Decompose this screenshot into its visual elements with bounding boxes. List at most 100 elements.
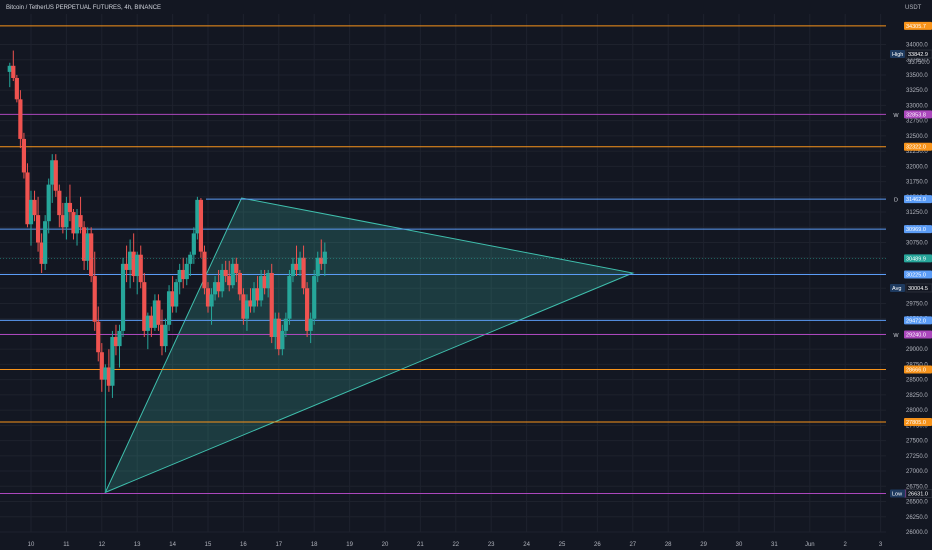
level-badge-bg — [904, 270, 932, 279]
candle-body — [14, 77, 19, 100]
candle — [269, 263, 274, 344]
x-tick-label: 12 — [98, 542, 105, 548]
level-badge: 29472.0 — [904, 316, 932, 325]
level-badge-bg — [904, 195, 932, 204]
candle-body — [92, 276, 97, 322]
candle — [156, 294, 161, 331]
level-badge-bg — [904, 365, 932, 374]
candle — [315, 251, 320, 283]
candle-body — [269, 273, 274, 337]
level-badge: 31462.0 D — [894, 195, 932, 204]
candle-body — [113, 336, 119, 347]
candle — [71, 209, 76, 240]
candle-body — [99, 352, 104, 380]
candle — [301, 245, 306, 295]
candle-body — [191, 233, 196, 255]
candle — [262, 269, 267, 295]
x-tick-label: 24 — [523, 542, 530, 548]
candle — [43, 215, 48, 270]
marker-value: 26631.0 — [908, 492, 928, 498]
candle-body — [74, 215, 80, 234]
candle-body — [135, 254, 140, 277]
candle — [255, 276, 260, 307]
level-badge: 30969.0 — [904, 225, 932, 234]
candle — [78, 196, 83, 234]
candle-body — [57, 190, 62, 216]
candle — [297, 251, 303, 277]
candle-body — [276, 318, 281, 350]
candle — [230, 257, 235, 289]
candle — [234, 257, 239, 283]
candle — [124, 245, 129, 283]
candle — [290, 257, 296, 283]
candle-body — [32, 199, 37, 216]
candle-body — [259, 276, 264, 301]
level-badge-text: 30969.0 — [906, 227, 926, 233]
candle-body — [234, 263, 239, 273]
y-tick-label: 33250.0 — [906, 88, 928, 94]
marker-tag-bg — [890, 50, 905, 59]
y-tick-label: 32000.0 — [906, 164, 928, 170]
x-tick-label: 23 — [488, 542, 495, 548]
candle-body — [89, 233, 94, 277]
candle-body — [166, 291, 172, 325]
candle — [220, 263, 225, 298]
level-badge-text: 32853.8 — [906, 112, 926, 118]
candle-body — [35, 215, 41, 243]
candle — [18, 90, 23, 149]
y-tick-label: 26750.0 — [906, 484, 928, 490]
candle-body — [43, 221, 48, 264]
candle-body — [124, 263, 129, 270]
chart-title: Bitcoin / TetherUS PERPETUAL FUTURES, 4h… — [6, 5, 161, 11]
candle — [159, 309, 165, 356]
candle — [39, 233, 44, 273]
candle-body — [18, 99, 23, 139]
candle — [184, 257, 189, 286]
candle-body — [308, 318, 313, 331]
y-tick-label: 29000.0 — [906, 347, 928, 353]
candle-body — [244, 300, 250, 319]
candle-body — [46, 184, 51, 222]
x-tick-label: 18 — [311, 542, 318, 548]
candle — [177, 263, 182, 295]
marker-tag: Low — [892, 492, 902, 498]
candle-body — [216, 282, 221, 292]
candle — [283, 312, 288, 337]
candle-body — [287, 276, 292, 319]
candle-body — [212, 282, 218, 295]
candle — [142, 273, 147, 337]
candle — [46, 178, 51, 234]
candle — [294, 245, 299, 277]
level-badge: 30225.0 — [904, 270, 932, 279]
y-tick-label: 33000.0 — [906, 103, 928, 109]
candle — [74, 209, 80, 246]
candle-body — [7, 65, 12, 72]
candle-body — [297, 257, 303, 270]
x-tick-label: 11 — [63, 542, 70, 548]
level-badge-text: 29472.0 — [906, 318, 926, 324]
level-badge: 32853.8 W — [893, 110, 932, 119]
candle-body — [85, 233, 90, 261]
candle-body — [25, 172, 30, 225]
candle-body — [205, 288, 211, 307]
candle-body — [53, 160, 58, 191]
level-badge-text: 28666.0 — [906, 368, 926, 374]
x-tick-label: 14 — [169, 542, 176, 548]
candle-body — [237, 273, 242, 295]
candle — [14, 74, 19, 103]
candle-body — [266, 273, 271, 289]
candle-body — [117, 330, 122, 347]
marker-value: 33842.9 — [908, 52, 928, 58]
level-badge-bg — [904, 316, 932, 325]
level-badge: 32322.0 — [904, 142, 932, 151]
x-tick-label: 10 — [28, 542, 35, 548]
last-price-badge: 30489.9 — [0, 254, 932, 263]
x-tick-label: Jun — [805, 542, 815, 548]
candle — [174, 279, 179, 313]
y-tick-label: 33750.0 — [906, 58, 928, 64]
candle — [50, 154, 55, 203]
candle-body — [315, 257, 320, 277]
candle-body — [227, 276, 232, 286]
y-tick-label: 26000.0 — [906, 530, 928, 536]
